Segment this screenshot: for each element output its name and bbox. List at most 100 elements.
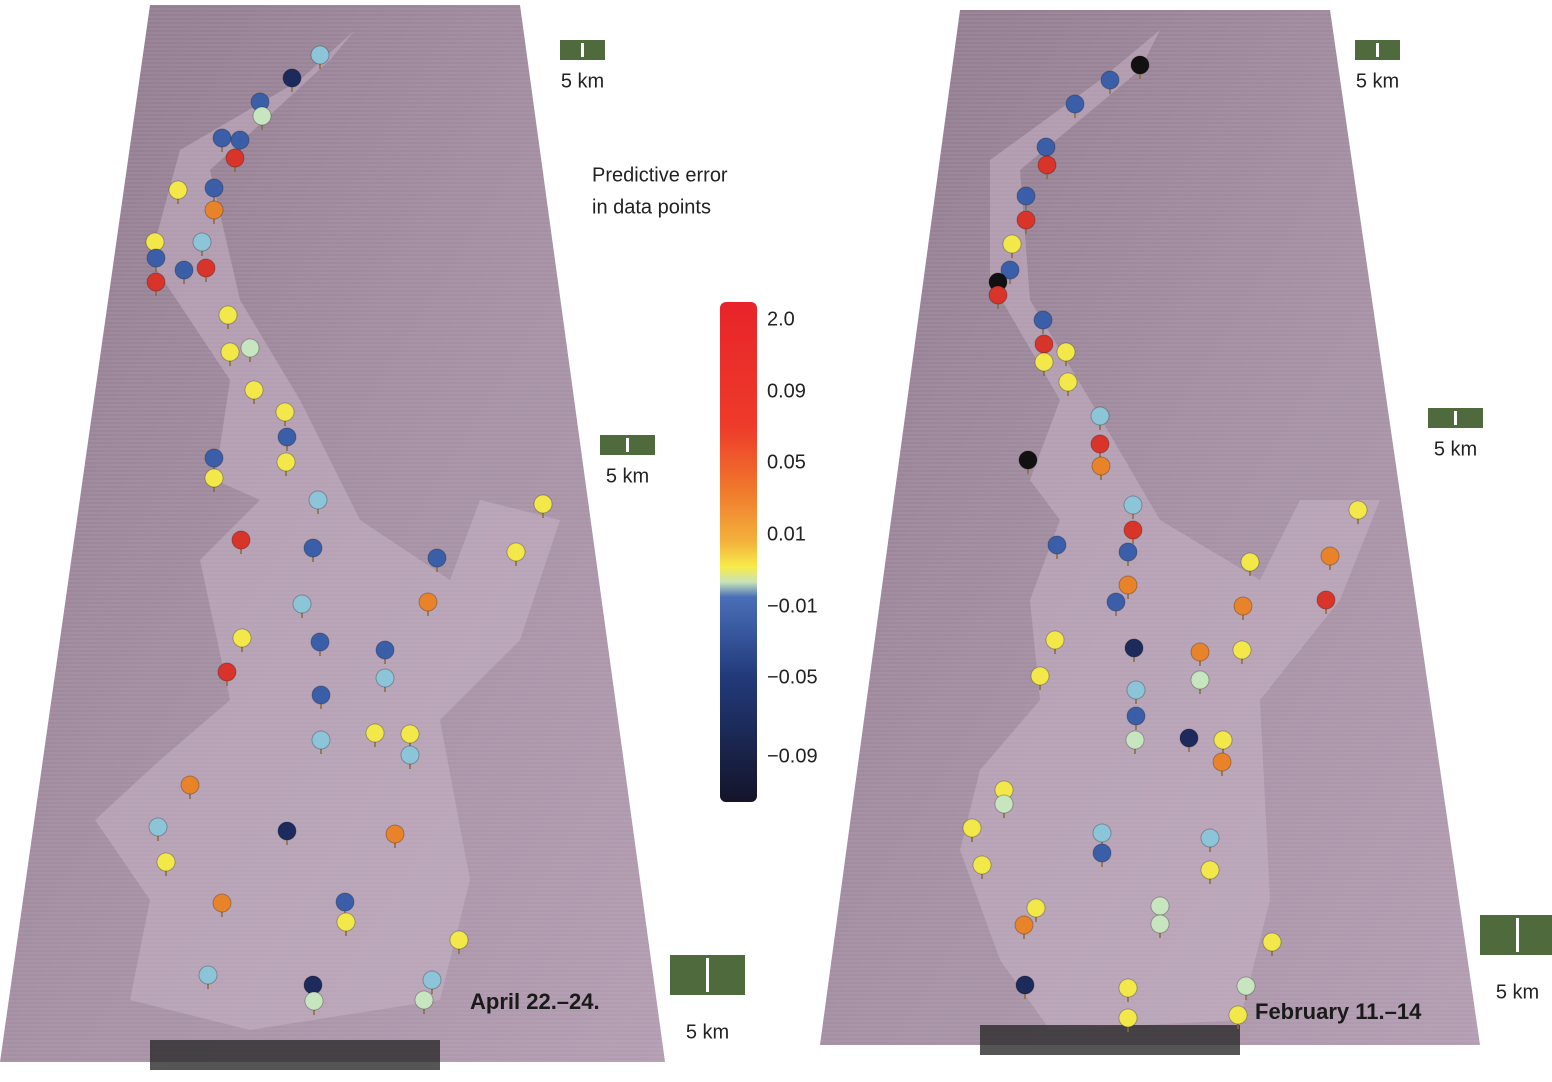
sample-sphere [213,894,231,912]
sample-sphere [278,822,296,840]
sample-sphere [1093,824,1111,842]
sample-sphere [1151,897,1169,915]
sample-sphere [1034,311,1052,329]
sample-sphere [1127,681,1145,699]
sample-sphere [293,595,311,613]
sample-sphere [1048,536,1066,554]
sample-sphere [1213,753,1231,771]
sample-sphere [1241,553,1259,571]
sample-sphere [1237,977,1255,995]
scale-label: 5 km [1496,981,1539,1003]
colorbar-label: 0.09 [767,380,806,402]
sample-sphere [213,129,231,147]
sample-sphere [1059,373,1077,391]
sample-sphere [147,273,165,291]
sample-sphere [1019,451,1037,469]
sample-sphere [1066,95,1084,113]
sample-sphere [169,181,187,199]
sample-sphere [233,629,251,647]
sample-sphere [1046,631,1064,649]
sample-sphere [276,403,294,421]
sample-sphere [1017,187,1035,205]
sample-sphere [1127,707,1145,725]
sample-sphere [1091,407,1109,425]
sample-sphere [428,549,446,567]
sample-sphere [311,633,329,651]
sample-sphere [1263,933,1281,951]
sample-sphere [226,149,244,167]
sample-sphere [1126,731,1144,749]
panel-label: February 11.–14 [1255,999,1422,1024]
sample-sphere [253,107,271,125]
sample-sphere [337,913,355,931]
sample-sphere [1125,639,1143,657]
sample-sphere [1017,211,1035,229]
scale-label: 5 km [1434,438,1477,460]
legend-title: in data points [592,196,711,218]
sample-sphere [1057,343,1075,361]
colorbar [720,302,757,802]
sample-sphere [221,343,239,361]
scale-label: 5 km [1356,70,1399,92]
sample-sphere [995,795,1013,813]
sample-sphere [1091,435,1109,453]
sample-sphere [1214,731,1232,749]
sample-sphere [973,856,991,874]
sample-sphere [1151,915,1169,933]
sample-sphere [1003,235,1021,253]
sample-sphere [1015,916,1033,934]
sample-sphere [1349,501,1367,519]
sample-sphere [312,731,330,749]
sample-sphere [1027,899,1045,917]
sample-sphere [146,233,164,251]
sample-sphere [312,686,330,704]
scale-label: 5 km [686,1021,729,1043]
sample-sphere [197,259,215,277]
sample-sphere [1119,1009,1137,1027]
sample-sphere [231,131,249,149]
sample-sphere [245,381,263,399]
sample-sphere [1119,979,1137,997]
scale-label: 5 km [606,465,649,487]
sample-sphere [1180,729,1198,747]
sample-sphere [336,893,354,911]
sample-sphere [1093,844,1111,862]
sample-sphere [1119,543,1137,561]
scale-label: 5 km [561,70,604,92]
sample-sphere [1037,138,1055,156]
sample-sphere [1035,335,1053,353]
sample-sphere [205,179,223,197]
sample-sphere [1031,667,1049,685]
sample-sphere [278,428,296,446]
sample-sphere [304,976,322,994]
sample-sphere [376,641,394,659]
sample-sphere [199,966,217,984]
sample-sphere [193,233,211,251]
sample-sphere [205,201,223,219]
sample-sphere [157,853,175,871]
sample-sphere [450,931,468,949]
sample-sphere [309,491,327,509]
sample-sphere [366,724,384,742]
sample-sphere [304,539,322,557]
colorbar-label: 0.01 [767,523,806,545]
terrain-base [980,1025,1240,1055]
sample-sphere [534,495,552,513]
sample-sphere [175,261,193,279]
sample-sphere [376,669,394,687]
sample-sphere [181,776,199,794]
sample-sphere [1131,56,1149,74]
sample-sphere [401,746,419,764]
sample-sphere [963,819,981,837]
sample-sphere [283,69,301,87]
sample-sphere [241,339,259,357]
colorbar-label: 0.05 [767,451,806,473]
sample-sphere [305,992,323,1010]
sample-sphere [1035,353,1053,371]
sample-sphere [1201,829,1219,847]
sample-sphere [219,306,237,324]
colorbar-label: −0.01 [767,595,818,617]
sample-sphere [989,286,1007,304]
sample-sphere [1229,1006,1247,1024]
sample-sphere [1119,576,1137,594]
